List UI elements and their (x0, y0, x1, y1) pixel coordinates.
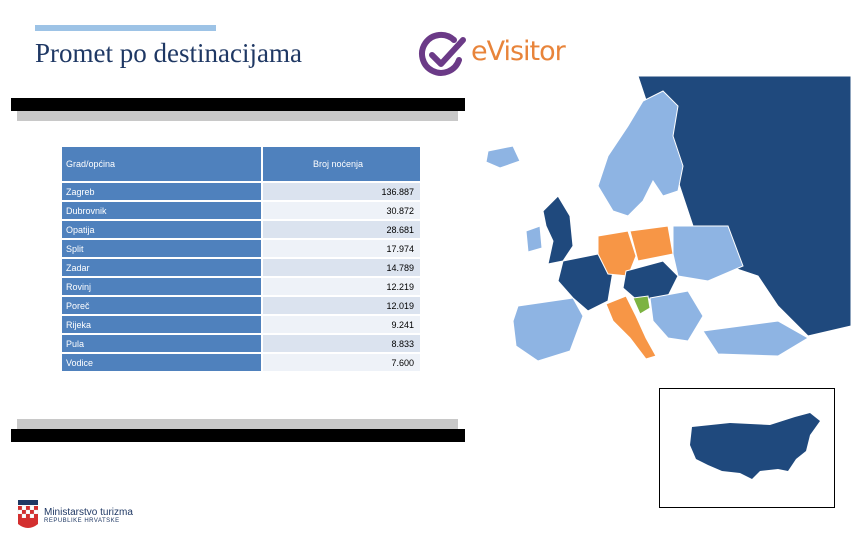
ministry-logo: Ministarstvo turizma REPUBLIKE HRVATSKE (16, 498, 136, 534)
usa-map-frame (659, 388, 835, 508)
table-header-row: Grad/općina Broj noćenja (62, 147, 420, 181)
table-row: Pula 8.833 (62, 334, 420, 354)
city-cell: Poreč (62, 296, 263, 316)
page-title: Promet po destinacijama (35, 38, 302, 68)
map-poland (629, 225, 674, 262)
top-black-bar (11, 98, 465, 111)
map-ireland (525, 225, 543, 253)
header-city: Grad/općina (62, 147, 263, 181)
title-accent-bar (35, 25, 216, 31)
evisitor-logo-text: eVisitor (471, 36, 566, 67)
europe-map (485, 76, 851, 362)
table-row: Split 17.974 (62, 239, 420, 259)
city-cell: Rijeka (62, 315, 263, 335)
city-cell: Opatija (62, 220, 263, 240)
nights-cell: 14.789 (262, 258, 420, 278)
nights-cell: 7.600 (262, 353, 420, 373)
city-cell: Rovinj (62, 277, 263, 297)
ministry-sub: REPUBLIKE HRVATSKE (44, 518, 120, 524)
header-nights: Broj noćenja (262, 147, 420, 181)
croatian-coat-of-arms-icon (17, 500, 39, 528)
map-ukraine (672, 225, 744, 282)
destinations-table: Grad/općina Broj noćenja Zagreb 136.887 D… (62, 147, 420, 373)
nights-cell: 12.219 (262, 277, 420, 297)
map-iceland (485, 145, 521, 169)
bottom-grey-bar (17, 419, 458, 429)
nights-cell: 12.019 (262, 296, 420, 316)
table-row: Zadar 14.789 (62, 258, 420, 278)
table-row: Rijeka 9.241 (62, 315, 420, 335)
map-balkans (649, 290, 704, 342)
nights-cell: 30.872 (262, 201, 420, 221)
nights-cell: 8.833 (262, 334, 420, 354)
table-row: Opatija 28.681 (62, 220, 420, 240)
map-scandinavia (597, 90, 684, 217)
top-grey-bar (17, 111, 458, 121)
map-turkey (702, 320, 809, 357)
nights-cell: 28.681 (262, 220, 420, 240)
city-cell: Vodice (62, 353, 263, 373)
ministry-name: Ministarstvo turizma (44, 507, 133, 518)
map-italy (605, 295, 657, 360)
table-row: Rovinj 12.219 (62, 277, 420, 297)
evisitor-logo (419, 31, 466, 76)
city-cell: Zagreb (62, 183, 263, 202)
table-row: Vodice 7.600 (62, 353, 420, 373)
table-row: Dubrovnik 30.872 (62, 201, 420, 221)
map-uk (542, 195, 574, 265)
city-cell: Pula (62, 334, 263, 354)
table-row: Poreč 12.019 (62, 296, 420, 316)
nights-cell: 136.887 (262, 183, 420, 202)
map-iberia (512, 297, 584, 362)
city-cell: Dubrovnik (62, 201, 263, 221)
city-cell: Split (62, 239, 263, 259)
usa-map (690, 413, 820, 479)
map-croatia (632, 295, 651, 315)
bottom-black-bar (11, 429, 465, 442)
check-circle-icon (419, 31, 466, 76)
table-row: Zagreb 136.887 (62, 183, 420, 202)
nights-cell: 17.974 (262, 239, 420, 259)
city-cell: Zadar (62, 258, 263, 278)
nights-cell: 9.241 (262, 315, 420, 335)
